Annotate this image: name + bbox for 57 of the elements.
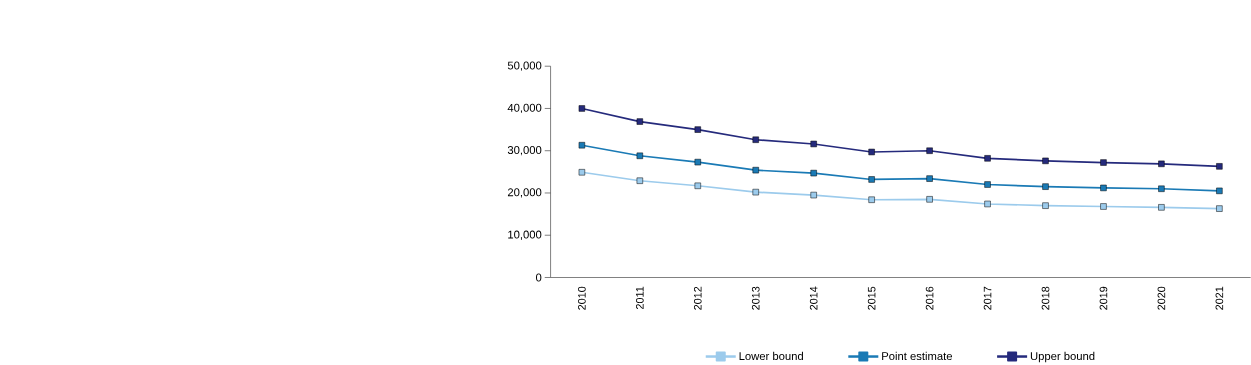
point (1042, 157, 1049, 165)
point (636, 118, 643, 125)
point (752, 136, 759, 144)
point (1100, 203, 1107, 210)
legend-label: Point estimate (882, 352, 953, 361)
x-tick-label: 2015 (867, 286, 876, 311)
x-tick-label: 2012 (693, 287, 702, 311)
x-tick-label: 2010 (578, 286, 586, 311)
point (694, 159, 701, 166)
point (868, 176, 875, 183)
x-tick-label: 2020 (1157, 286, 1166, 311)
y-tick-label: 0 (535, 273, 542, 282)
point (636, 152, 643, 160)
point (926, 196, 933, 203)
point (1216, 205, 1223, 212)
point (1042, 202, 1049, 210)
legend-label: Upper bound (1030, 352, 1095, 363)
y-tick-label: 50,000 (507, 61, 542, 72)
point (578, 169, 586, 176)
point (578, 142, 586, 149)
x-tick-label: 2014 (809, 286, 818, 311)
x-tick-label: 2021 (1215, 287, 1224, 311)
point (926, 147, 933, 155)
point (694, 182, 701, 190)
legend-label: Lower bound (739, 352, 803, 361)
point (1042, 183, 1049, 191)
point (810, 192, 817, 199)
point (578, 105, 586, 112)
x-tick-label: 2013 (751, 286, 760, 311)
point (1100, 184, 1107, 192)
point (984, 201, 991, 208)
point (810, 141, 817, 148)
point (1158, 204, 1165, 211)
y-tick-label: 20,000 (507, 188, 542, 198)
y-tick-label: 10,000 (508, 230, 542, 241)
point (1216, 163, 1223, 170)
point (752, 189, 759, 196)
point (1158, 185, 1165, 193)
x-tick-label: 2018 (1041, 286, 1050, 311)
x-tick-label: 2016 (925, 286, 934, 311)
point (926, 175, 933, 182)
point (1158, 160, 1165, 168)
point (984, 181, 991, 188)
x-tick-label: 2019 (1099, 287, 1108, 311)
x-tick-label: 2011 (635, 287, 644, 310)
point (1216, 187, 1223, 195)
point (868, 149, 875, 156)
point (752, 167, 759, 174)
point (636, 177, 643, 185)
point (810, 170, 817, 177)
y-tick-label: 40,000 (507, 104, 542, 114)
y-tick-label: 30,000 (507, 146, 542, 156)
point (1100, 159, 1107, 166)
point (868, 196, 875, 204)
point (694, 126, 701, 133)
point (984, 155, 991, 162)
x-tick-label: 2017 (983, 287, 992, 311)
